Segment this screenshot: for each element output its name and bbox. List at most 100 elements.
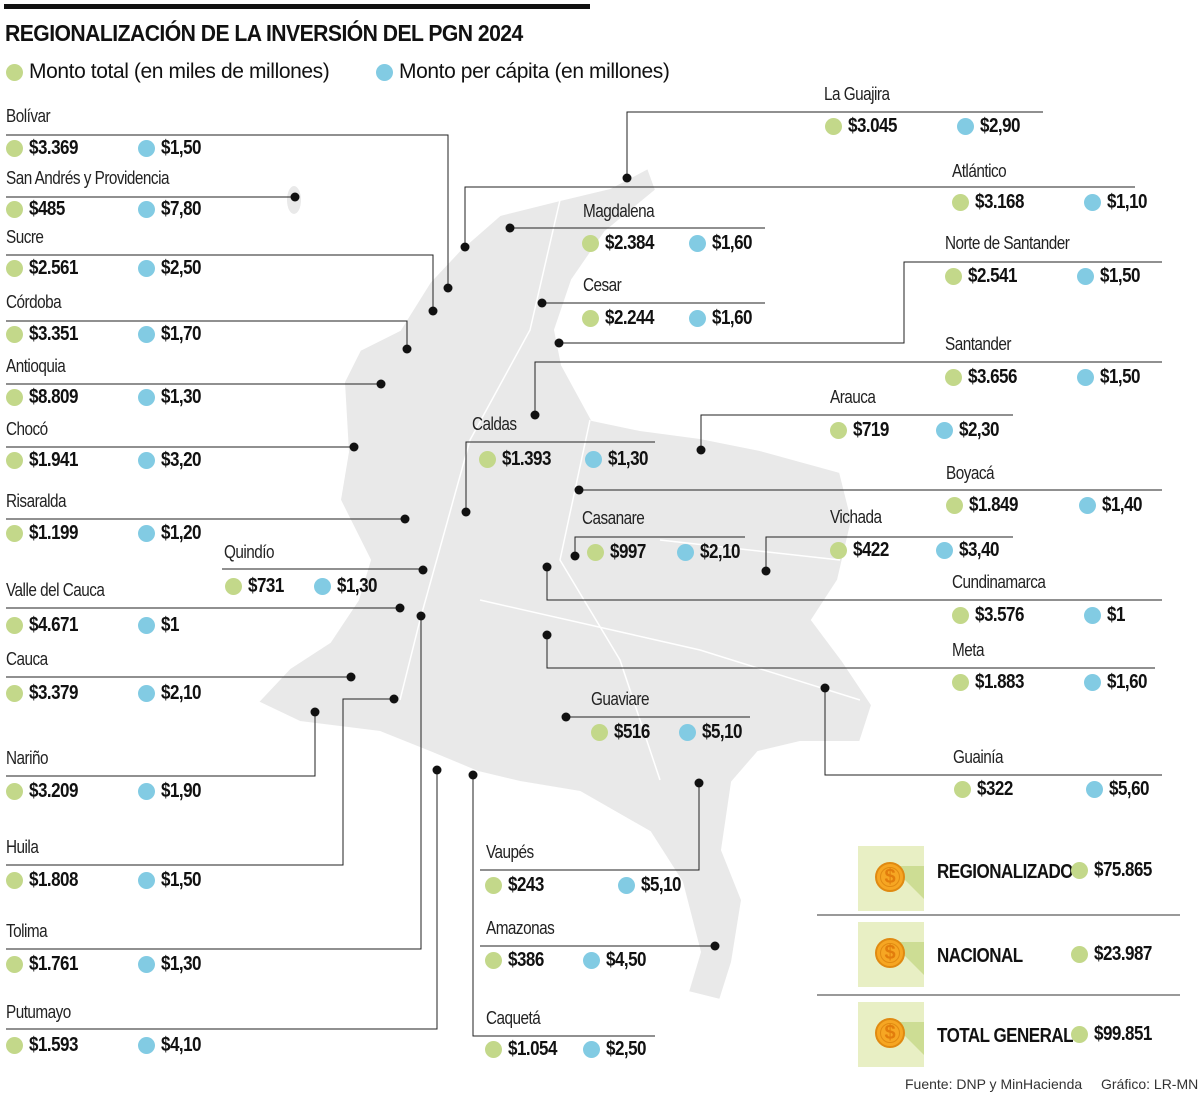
leader-line: [546, 567, 1162, 601]
region-percapita: $2,10: [677, 541, 747, 564]
region-percapita: $1,70: [138, 323, 208, 346]
region-percapita: $4,10: [138, 1034, 208, 1057]
value-text: $3,20: [161, 449, 202, 471]
value-text: $3.656: [968, 366, 1017, 388]
value-text: $4,50: [606, 949, 647, 971]
value-text: $1,40: [1102, 494, 1143, 516]
green-dot-icon: [591, 724, 608, 741]
chart-title: REGIONALIZACIÓN DE LA INVERSIÓN DEL PGN …: [5, 20, 523, 46]
location-marker: [400, 514, 410, 524]
region-name: Putumayo: [6, 1002, 71, 1022]
region-total: $1.393: [479, 448, 560, 471]
region-name: Atlántico: [952, 161, 1007, 181]
location-marker: [418, 565, 428, 575]
blue-dot-icon: [138, 1037, 155, 1054]
green-dot-icon: [6, 525, 23, 542]
blue-dot-icon: [138, 201, 155, 218]
region-percapita: $4,50: [583, 949, 653, 972]
region-name: Risaralda: [6, 491, 67, 511]
region-name: Bolívar: [6, 106, 51, 126]
blue-dot-icon: [583, 952, 600, 969]
location-marker: [761, 566, 771, 576]
green-dot-icon: [952, 674, 969, 691]
legend-total-label: Monto total (en miles de millones): [29, 60, 330, 83]
region-total: $3.369: [6, 137, 87, 160]
region-percapita: $2,90: [957, 115, 1027, 138]
value-text: $3.351: [29, 323, 78, 345]
value-text: $3.209: [29, 780, 78, 802]
location-marker: [460, 242, 470, 252]
region-percapita: $1,30: [138, 386, 208, 409]
leader-line: [626, 111, 1043, 178]
location-marker: [416, 611, 426, 621]
leader-line: [6, 698, 394, 866]
region-percapita: $1,60: [689, 232, 759, 255]
legend-percapita-label: Monto per cápita (en millones): [399, 60, 670, 83]
value-text: $1.393: [502, 448, 551, 470]
value-text: $1,20: [161, 522, 202, 544]
leader-line: [6, 770, 438, 1030]
location-marker: [694, 778, 704, 788]
location-marker: [346, 672, 356, 682]
dollar-coin-icon: $: [858, 1002, 924, 1067]
region-percapita: $2,10: [138, 682, 208, 705]
region-total: $485: [6, 198, 71, 221]
location-marker: [461, 507, 471, 517]
value-text: $1.054: [508, 1038, 557, 1060]
green-dot-icon: [952, 194, 969, 211]
region-total: $1.808: [6, 869, 87, 892]
leader-line: [559, 261, 1162, 344]
location-marker: [530, 410, 540, 420]
green-dot-icon: [6, 452, 23, 469]
value-text: $1,30: [608, 448, 649, 470]
location-marker: [554, 338, 564, 348]
location-marker: [395, 603, 405, 613]
blue-dot-icon: [957, 118, 974, 135]
value-text: $2.541: [968, 265, 1017, 287]
dollar-coin-icon: $: [858, 922, 924, 987]
blue-dot-icon: [138, 783, 155, 800]
region-name: Córdoba: [6, 292, 62, 312]
region-total: $4.671: [6, 614, 87, 637]
value-text: $1,60: [712, 307, 753, 329]
location-marker: [443, 283, 453, 293]
blue-dot-icon: [1079, 497, 1096, 514]
region-name: Caquetá: [486, 1008, 541, 1028]
value-text: $1: [1107, 604, 1125, 626]
divider: [817, 994, 1180, 996]
region-total: $1.761: [6, 953, 87, 976]
blue-dot-icon: [585, 451, 602, 468]
department-border: [479, 599, 861, 701]
value-text: $1.593: [29, 1034, 78, 1056]
location-marker: [820, 683, 830, 693]
green-dot-icon: [945, 268, 962, 285]
region-name: Valle del Cauca: [6, 580, 105, 600]
region-total: $243: [485, 874, 550, 897]
value-text: $8.809: [29, 386, 78, 408]
leader-line: [6, 320, 408, 349]
blue-dot-icon: [1084, 607, 1101, 624]
location-marker: [622, 173, 632, 183]
region-name: La Guajira: [824, 84, 890, 104]
region-percapita: $2,50: [138, 257, 208, 280]
blue-dot-icon: [138, 617, 155, 634]
region-total: $2.541: [945, 265, 1026, 288]
green-dot-icon: [6, 201, 23, 218]
green-dot-icon: [825, 118, 842, 135]
region-name: Vaupés: [486, 842, 534, 862]
value-text: $485: [29, 198, 65, 220]
region-percapita: $5,60: [1086, 778, 1156, 801]
region-name: Cundinamarca: [952, 572, 1046, 592]
green-dot-icon: [479, 451, 496, 468]
value-text: $1,90: [161, 780, 202, 802]
green-dot-icon: [946, 497, 963, 514]
leader-line: [574, 536, 745, 556]
region-total: $3.045: [825, 115, 906, 138]
region-total: $2.244: [582, 307, 663, 330]
green-dot-icon: [6, 956, 23, 973]
value-text: $1,50: [161, 137, 202, 159]
blue-dot-icon: [1084, 194, 1101, 211]
blue-dot-icon: [138, 685, 155, 702]
location-marker: [710, 941, 720, 951]
region-total: $731: [225, 575, 290, 598]
